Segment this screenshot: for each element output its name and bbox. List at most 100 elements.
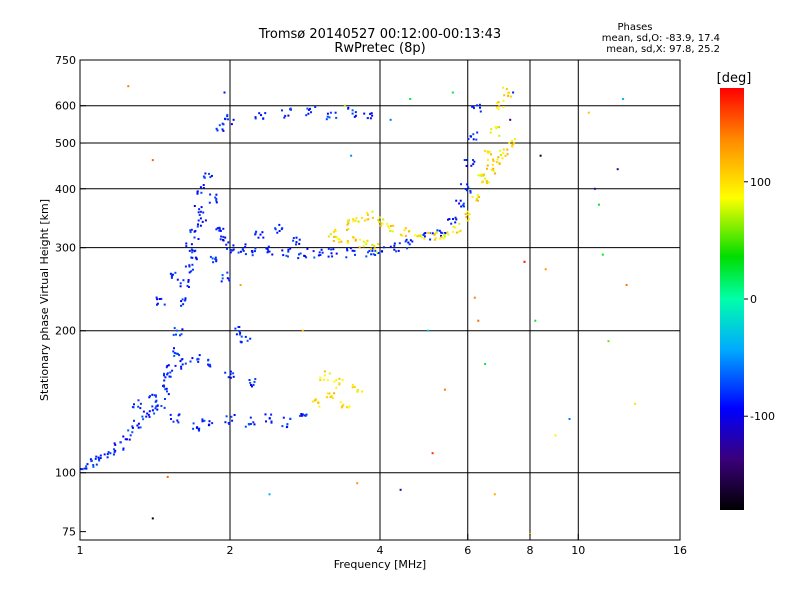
data-point xyxy=(231,249,234,252)
data-point xyxy=(305,114,308,117)
data-point xyxy=(147,413,150,416)
data-point xyxy=(267,245,270,248)
data-point xyxy=(452,230,455,233)
data-point xyxy=(466,183,469,186)
data-point xyxy=(371,247,374,250)
data-point xyxy=(601,253,604,256)
data-point xyxy=(452,225,455,228)
data-point xyxy=(419,235,422,237)
data-point xyxy=(180,300,183,303)
data-point xyxy=(195,426,198,429)
data-point xyxy=(634,402,637,405)
data-point xyxy=(196,225,199,228)
data-point xyxy=(423,237,426,240)
data-point xyxy=(534,319,537,322)
data-point xyxy=(201,420,204,423)
y-tick-label: 500 xyxy=(55,137,76,150)
data-point xyxy=(511,143,514,146)
data-point xyxy=(338,241,341,244)
data-point xyxy=(190,243,193,246)
data-point xyxy=(377,252,379,254)
data-point xyxy=(131,431,134,434)
data-point xyxy=(331,397,334,399)
data-point xyxy=(492,167,495,170)
data-point xyxy=(454,216,457,219)
data-point xyxy=(188,264,191,267)
data-point xyxy=(107,451,110,454)
y-tick-label: 750 xyxy=(55,54,76,67)
data-point xyxy=(408,243,411,246)
data-point xyxy=(185,245,188,248)
x-tick-label: 8 xyxy=(527,544,534,557)
data-point xyxy=(170,275,173,278)
data-point xyxy=(80,468,83,470)
data-point xyxy=(352,220,355,223)
data-point xyxy=(271,253,274,256)
data-point xyxy=(307,112,310,115)
data-point xyxy=(249,416,252,419)
data-point xyxy=(165,366,168,369)
data-point xyxy=(223,91,226,94)
data-point xyxy=(224,421,227,424)
data-point xyxy=(303,414,306,417)
data-point xyxy=(507,94,510,97)
data-point xyxy=(268,250,271,253)
data-point xyxy=(254,250,256,253)
data-point xyxy=(209,193,212,196)
data-point xyxy=(433,238,436,241)
data-point xyxy=(465,189,468,192)
data-point xyxy=(369,117,372,120)
data-point xyxy=(175,352,178,355)
x-tick-label: 2 xyxy=(227,544,234,557)
data-point xyxy=(512,91,515,94)
data-point xyxy=(370,247,373,250)
data-point xyxy=(459,229,462,232)
data-point xyxy=(502,148,505,151)
data-point xyxy=(480,174,483,177)
data-point xyxy=(460,205,463,208)
data-point xyxy=(183,299,186,302)
data-point xyxy=(180,358,183,361)
data-point xyxy=(180,304,183,307)
data-point xyxy=(163,374,165,377)
data-point xyxy=(228,279,231,282)
data-point xyxy=(486,159,489,161)
data-point xyxy=(209,255,212,258)
data-point xyxy=(202,187,205,189)
data-point xyxy=(392,224,395,227)
data-point xyxy=(238,333,241,336)
data-point xyxy=(439,237,442,240)
data-point xyxy=(215,197,218,200)
data-point xyxy=(455,231,458,234)
data-point xyxy=(464,188,467,190)
data-point xyxy=(327,235,330,238)
data-point xyxy=(198,429,200,432)
data-point xyxy=(329,111,332,114)
data-point xyxy=(470,164,473,167)
data-point xyxy=(389,118,392,121)
data-point xyxy=(367,251,369,254)
data-point xyxy=(354,239,357,242)
data-point xyxy=(479,106,481,109)
data-point xyxy=(83,467,86,470)
data-point xyxy=(366,211,369,214)
data-point xyxy=(215,193,218,196)
data-point xyxy=(196,192,199,195)
data-point xyxy=(431,452,434,455)
data-point xyxy=(508,142,511,144)
data-point xyxy=(198,214,201,216)
data-point xyxy=(423,235,426,238)
data-point xyxy=(342,403,345,406)
data-point xyxy=(455,199,458,202)
data-point xyxy=(136,424,139,427)
data-point xyxy=(179,360,182,363)
data-point xyxy=(199,210,202,213)
data-point xyxy=(353,250,356,252)
data-point xyxy=(222,239,225,242)
data-point xyxy=(268,417,271,420)
data-point xyxy=(94,457,97,460)
data-point xyxy=(472,163,475,166)
data-point xyxy=(422,233,425,236)
data-point xyxy=(196,190,199,193)
data-point xyxy=(154,407,157,410)
